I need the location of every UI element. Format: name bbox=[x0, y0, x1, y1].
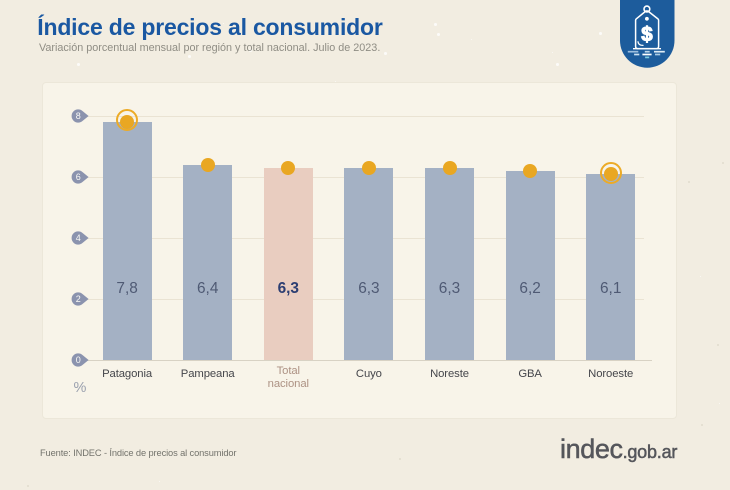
svg-text:2: 2 bbox=[75, 294, 80, 304]
svg-text:8: 8 bbox=[75, 111, 80, 121]
svg-text:0: 0 bbox=[75, 355, 80, 365]
svg-text:$: $ bbox=[641, 23, 653, 46]
svg-text:4: 4 bbox=[75, 233, 80, 243]
svg-text:6: 6 bbox=[75, 172, 80, 182]
